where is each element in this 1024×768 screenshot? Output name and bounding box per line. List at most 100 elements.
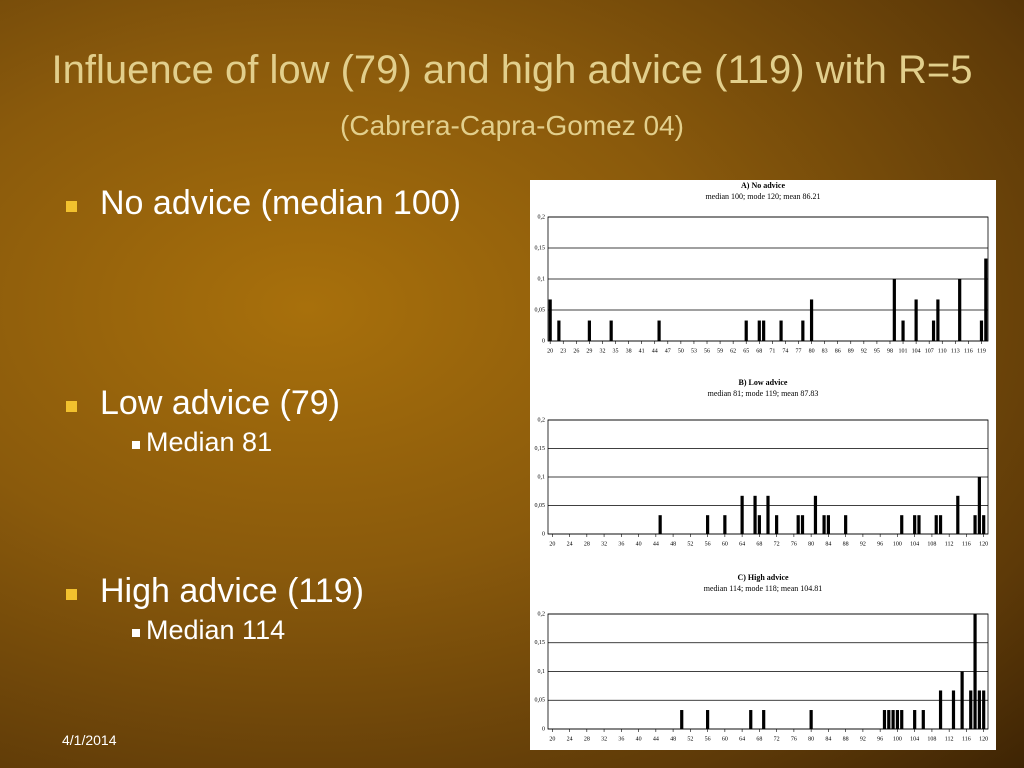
x-tick-label: 84 <box>825 736 831 742</box>
x-tick-label: 107 <box>925 348 934 354</box>
x-tick-label: 108 <box>927 736 936 742</box>
x-tick-label: 71 <box>769 348 775 354</box>
bar <box>887 710 891 729</box>
x-tick-label: 113 <box>951 348 960 354</box>
x-tick-label: 89 <box>848 348 854 354</box>
x-tick-label: 120 <box>979 541 988 547</box>
bar <box>775 515 779 534</box>
x-tick-label: 24 <box>567 541 573 547</box>
y-tick-label: 0,1 <box>538 276 546 282</box>
x-tick-label: 108 <box>927 541 936 547</box>
bar <box>936 299 940 341</box>
x-tick-label: 60 <box>722 736 728 742</box>
bullet-text: High advice (119) <box>100 572 364 610</box>
bar <box>587 320 591 341</box>
x-tick-label: 28 <box>584 736 590 742</box>
bullet-text: No advice (median 100) <box>100 184 461 222</box>
slide-title: Influence of low (79) and high advice (1… <box>40 44 984 152</box>
x-tick-label: 20 <box>549 736 555 742</box>
x-tick-label: 32 <box>599 348 605 354</box>
x-tick-label: 28 <box>584 541 590 547</box>
plot-frame <box>547 216 989 342</box>
x-tick-label: 53 <box>691 348 697 354</box>
x-tick-label: 32 <box>601 541 607 547</box>
sub-bullet: Median 114 <box>100 612 480 648</box>
x-tick-label: 96 <box>877 736 883 742</box>
y-tick-label: 0,2 <box>538 214 546 220</box>
x-tick-label: 92 <box>860 541 866 547</box>
x-tick-label: 44 <box>653 736 659 742</box>
chart-subtitle: median 100; mode 120; mean 86.21 <box>705 192 820 201</box>
bar <box>973 614 977 729</box>
x-tick-label: 20 <box>549 541 555 547</box>
x-tick-label: 88 <box>843 541 849 547</box>
bar <box>822 515 826 534</box>
bar <box>984 258 988 341</box>
bar <box>779 320 783 341</box>
x-tick-label: 47 <box>665 348 671 354</box>
bar <box>753 495 757 534</box>
bar <box>809 299 814 341</box>
bar <box>977 477 981 534</box>
y-tick-label: 0,15 <box>535 245 546 251</box>
x-tick-label: 100 <box>893 736 902 742</box>
x-tick-label: 104 <box>910 541 919 547</box>
bar <box>826 515 830 534</box>
bar <box>938 515 943 534</box>
x-tick-label: 68 <box>756 348 762 354</box>
y-tick-label: 0,05 <box>535 503 546 509</box>
bar <box>657 320 661 341</box>
bar <box>762 710 766 729</box>
x-tick-label: 40 <box>636 541 642 547</box>
y-tick-label: 0,05 <box>535 307 546 313</box>
x-tick-label: 36 <box>618 541 624 547</box>
title-main: Influence of low (79) and high advice (1… <box>51 48 973 92</box>
x-tick-label: 72 <box>774 541 780 547</box>
x-tick-label: 59 <box>717 348 723 354</box>
bar <box>900 710 904 729</box>
x-tick-label: 64 <box>739 736 745 742</box>
bar <box>914 299 918 341</box>
chart-title: A) No advice <box>741 181 785 190</box>
x-tick-label: 77 <box>795 348 801 354</box>
bullet: High advice (119) Median 114 <box>60 570 480 648</box>
x-tick-label: 92 <box>861 348 867 354</box>
x-tick-label: 20 <box>547 348 553 354</box>
chart-background <box>530 180 996 750</box>
bar <box>921 710 925 729</box>
x-tick-label: 60 <box>722 541 728 547</box>
y-tick-label: 0 <box>542 726 545 732</box>
x-tick-label: 112 <box>945 541 954 547</box>
bar <box>723 515 727 534</box>
x-tick-label: 52 <box>687 736 693 742</box>
bar <box>977 690 981 729</box>
bar <box>757 515 761 534</box>
y-tick-label: 0,15 <box>535 640 546 646</box>
bar <box>757 320 761 341</box>
x-tick-label: 68 <box>756 541 762 547</box>
bar <box>969 690 973 729</box>
bar <box>895 710 900 729</box>
x-tick-label: 83 <box>822 348 828 354</box>
x-tick-label: 24 <box>567 736 573 742</box>
y-tick-label: 0,2 <box>538 417 546 423</box>
x-tick-label: 29 <box>586 348 592 354</box>
x-tick-label: 80 <box>808 541 814 547</box>
bar <box>744 320 748 341</box>
x-tick-label: 95 <box>874 348 880 354</box>
sub-bullet: Median 81 <box>100 424 480 460</box>
y-tick-label: 0,1 <box>538 669 546 675</box>
y-tick-label: 0,05 <box>535 698 546 704</box>
x-tick-label: 23 <box>560 348 566 354</box>
chart-subtitle: median 81; mode 119; mean 87.83 <box>708 389 819 398</box>
chart-title: B) Low advice <box>739 378 788 387</box>
x-tick-label: 80 <box>809 348 815 354</box>
y-tick-label: 0 <box>542 531 545 537</box>
bar <box>900 515 904 534</box>
x-tick-label: 72 <box>774 736 780 742</box>
bar <box>706 710 710 729</box>
bar <box>813 495 818 534</box>
bar <box>982 690 986 729</box>
x-tick-label: 52 <box>687 541 693 547</box>
